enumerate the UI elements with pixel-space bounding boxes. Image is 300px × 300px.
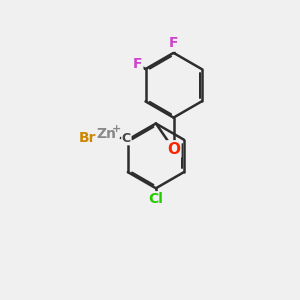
Text: Zn: Zn (97, 128, 117, 141)
Text: F: F (133, 57, 142, 71)
Text: C: C (122, 132, 131, 145)
Text: Br: Br (79, 131, 96, 145)
Text: F: F (169, 36, 178, 50)
Text: Cl: Cl (148, 193, 163, 206)
Text: +: + (111, 124, 121, 134)
Text: O: O (167, 142, 180, 157)
